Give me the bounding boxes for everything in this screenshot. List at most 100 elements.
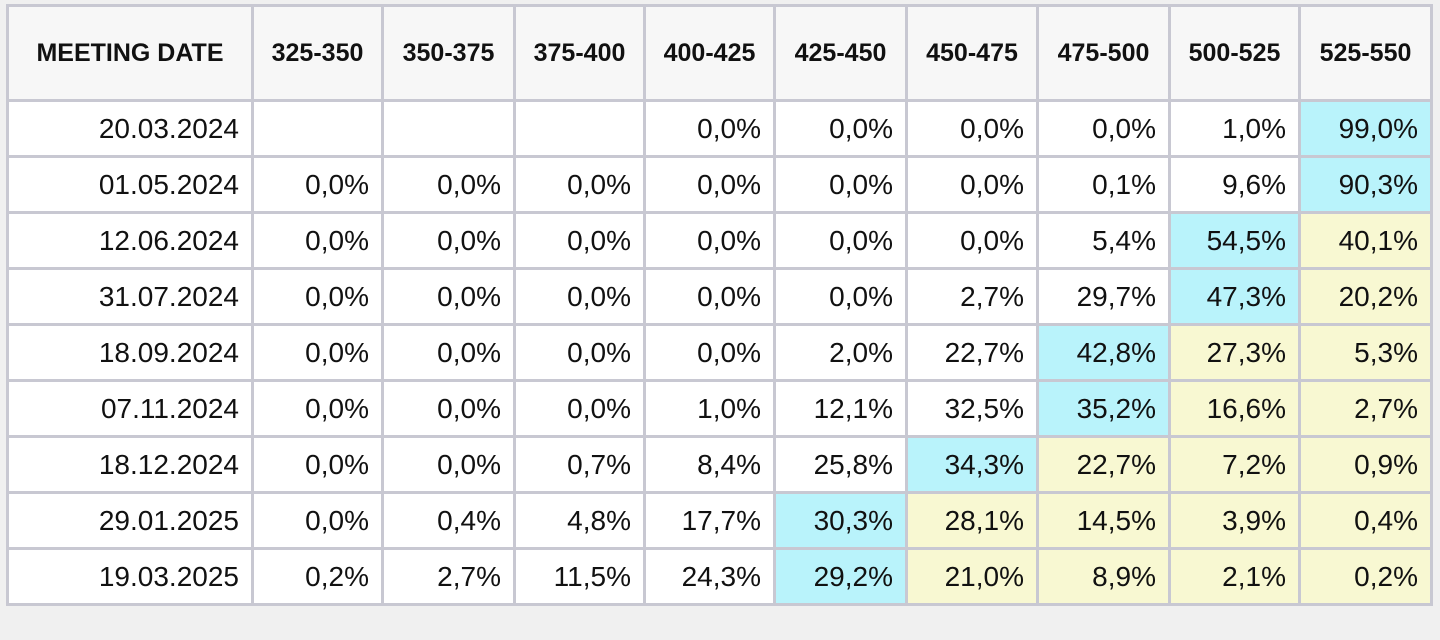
- table-row: 07.11.2024 0,0% 0,0% 0,0% 1,0% 12,1% 32,5% 35,2…: [6, 379, 1433, 438]
- table-row: 18.09.2024 0,0% 0,0% 0,0% 0,0% 2,0% 22,7% 42,8%…: [6, 323, 1433, 382]
- column-header-range: 500-525: [1168, 4, 1301, 102]
- probability-cell: [251, 99, 384, 158]
- probability-cell: 0,0%: [381, 379, 516, 438]
- column-header-range: 425-450: [773, 4, 908, 102]
- probability-cell: 0,0%: [643, 211, 776, 270]
- column-header-range: 350-375: [381, 4, 516, 102]
- probability-cell: 99,0%: [1298, 99, 1433, 158]
- probability-cell: 16,6%: [1168, 379, 1301, 438]
- probability-cell: 0,0%: [905, 99, 1039, 158]
- probability-cell: 0,0%: [773, 267, 908, 326]
- probability-cell: 2,7%: [1298, 379, 1433, 438]
- probability-cell: 35,2%: [1036, 379, 1171, 438]
- probability-cell: 0,0%: [643, 99, 776, 158]
- probability-cell: 40,1%: [1298, 211, 1433, 270]
- table-row: 19.03.2025 0,2% 2,7% 11,5% 24,3% 29,2% 21,0% 8,…: [6, 547, 1433, 606]
- probability-cell: 0,0%: [513, 379, 646, 438]
- probability-cell: 22,7%: [1036, 435, 1171, 494]
- probability-cell: 32,5%: [905, 379, 1039, 438]
- probability-cell: 2,7%: [905, 267, 1039, 326]
- probability-cell: 0,0%: [513, 155, 646, 214]
- probability-cell: 27,3%: [1168, 323, 1301, 382]
- probability-cell: 7,2%: [1168, 435, 1301, 494]
- probability-cell: 11,5%: [513, 547, 646, 606]
- probability-cell: 29,7%: [1036, 267, 1171, 326]
- probability-cell: 0,0%: [643, 267, 776, 326]
- probability-cell: 17,7%: [643, 491, 776, 550]
- probability-cell: [381, 99, 516, 158]
- probability-cell: 0,0%: [773, 211, 908, 270]
- probability-cell: 0,0%: [251, 435, 384, 494]
- probability-cell: 0,0%: [773, 99, 908, 158]
- probability-cell: 8,4%: [643, 435, 776, 494]
- probability-cell: 0,0%: [513, 211, 646, 270]
- probability-cell: 0,1%: [1036, 155, 1171, 214]
- meeting-date-cell: 29.01.2025: [6, 491, 254, 550]
- probability-cell: 0,7%: [513, 435, 646, 494]
- column-header-range: 525-550: [1298, 4, 1433, 102]
- probability-cell: 5,4%: [1036, 211, 1171, 270]
- probability-cell: 5,3%: [1298, 323, 1433, 382]
- probability-cell: 2,0%: [773, 323, 908, 382]
- probability-cell: 1,0%: [1168, 99, 1301, 158]
- probability-cell: 0,0%: [381, 323, 516, 382]
- probability-cell: 25,8%: [773, 435, 908, 494]
- meeting-date-cell: 31.07.2024: [6, 267, 254, 326]
- probability-cell: 0,0%: [251, 267, 384, 326]
- probability-cell: 0,0%: [643, 155, 776, 214]
- probability-cell: 0,0%: [773, 155, 908, 214]
- meeting-date-cell: 01.05.2024: [6, 155, 254, 214]
- column-header-range: 475-500: [1036, 4, 1171, 102]
- table-row: 12.06.2024 0,0% 0,0% 0,0% 0,0% 0,0% 0,0% 5,4% 54…: [6, 211, 1433, 270]
- probability-cell: [513, 99, 646, 158]
- probability-cell: 0,0%: [905, 155, 1039, 214]
- probability-cell: 54,5%: [1168, 211, 1301, 270]
- probability-cell: 0,2%: [1298, 547, 1433, 606]
- meeting-date-cell: 12.06.2024: [6, 211, 254, 270]
- probability-cell: 9,6%: [1168, 155, 1301, 214]
- probability-cell: 0,0%: [643, 323, 776, 382]
- table-row: 18.12.2024 0,0% 0,0% 0,7% 8,4% 25,8% 34,3% 22,7…: [6, 435, 1433, 494]
- probability-cell: 0,0%: [381, 211, 516, 270]
- column-header-range: 325-350: [251, 4, 384, 102]
- probability-cell: 22,7%: [905, 323, 1039, 382]
- probability-cell: 4,8%: [513, 491, 646, 550]
- meeting-date-cell: 18.12.2024: [6, 435, 254, 494]
- table-row: 29.01.2025 0,0% 0,4% 4,8% 17,7% 30,3% 28,1% 14,…: [6, 491, 1433, 550]
- probability-cell: 0,0%: [251, 491, 384, 550]
- probability-cell: 20,2%: [1298, 267, 1433, 326]
- probability-cell: 30,3%: [773, 491, 908, 550]
- probability-cell: 2,7%: [381, 547, 516, 606]
- meeting-date-cell: 18.09.2024: [6, 323, 254, 382]
- probability-cell: 90,3%: [1298, 155, 1433, 214]
- header-row: MEETING DATE 325-350 350-375 375-400 400-425…: [6, 4, 1433, 102]
- probability-cell: 3,9%: [1168, 491, 1301, 550]
- probability-cell: 0,0%: [513, 323, 646, 382]
- probability-cell: 1,0%: [643, 379, 776, 438]
- table-row: 31.07.2024 0,0% 0,0% 0,0% 0,0% 0,0% 2,7% 29,7% 4…: [6, 267, 1433, 326]
- probability-cell: 0,0%: [251, 155, 384, 214]
- probability-cell: 8,9%: [1036, 547, 1171, 606]
- probability-cell: 0,9%: [1298, 435, 1433, 494]
- probability-cell: 0,0%: [381, 155, 516, 214]
- probability-cell: 2,1%: [1168, 547, 1301, 606]
- column-header-range: 400-425: [643, 4, 776, 102]
- probability-cell: 34,3%: [905, 435, 1039, 494]
- probability-cell: 0,0%: [251, 323, 384, 382]
- probability-cell: 42,8%: [1036, 323, 1171, 382]
- probability-cell: 24,3%: [643, 547, 776, 606]
- probability-cell: 0,2%: [251, 547, 384, 606]
- probability-cell: 0,0%: [251, 211, 384, 270]
- probability-cell: 29,2%: [773, 547, 908, 606]
- column-header-range: 450-475: [905, 4, 1039, 102]
- rate-probability-table: MEETING DATE 325-350 350-375 375-400 400-425…: [6, 4, 1433, 606]
- table-row: 01.05.2024 0,0% 0,0% 0,0% 0,0% 0,0% 0,0% 0,1% 9,…: [6, 155, 1433, 214]
- probability-cell: 12,1%: [773, 379, 908, 438]
- probability-cell: 0,0%: [1036, 99, 1171, 158]
- probability-cell: 21,0%: [905, 547, 1039, 606]
- probability-cell: 0,0%: [513, 267, 646, 326]
- probability-cell: 0,4%: [1298, 491, 1433, 550]
- column-header-range: 375-400: [513, 4, 646, 102]
- probability-cell: 14,5%: [1036, 491, 1171, 550]
- table-row: 20.03.2024 0,0% 0,0% 0,0% 0,0% 1,0% 99,0%: [6, 99, 1433, 158]
